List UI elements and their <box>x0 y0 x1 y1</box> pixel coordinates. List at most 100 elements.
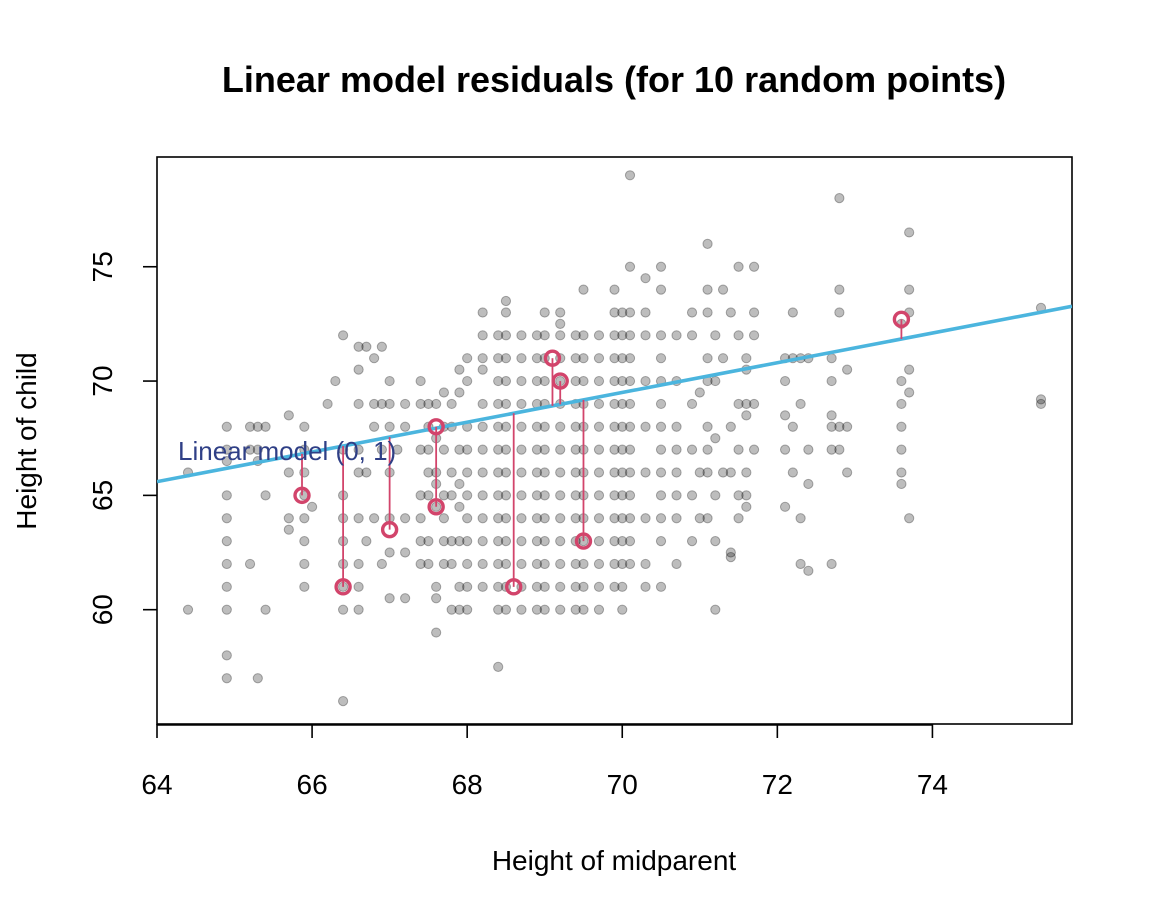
data-point <box>593 375 605 387</box>
data-point <box>570 581 581 592</box>
data-point <box>779 375 791 387</box>
data-point <box>369 353 380 364</box>
data-point <box>500 295 512 307</box>
data-point <box>702 307 713 318</box>
highlighted-point <box>543 349 562 367</box>
data-point <box>655 535 667 547</box>
data-point <box>694 467 705 478</box>
data-point <box>260 490 271 501</box>
data-point <box>306 501 318 512</box>
data-point <box>826 353 837 364</box>
data-point <box>710 433 721 444</box>
data-point <box>555 558 566 570</box>
y-tick-label: 75 <box>87 251 118 282</box>
data-point <box>353 467 364 478</box>
data-point <box>330 375 341 387</box>
data-point <box>400 513 411 524</box>
plot-frame <box>156 156 1073 725</box>
data-point <box>500 375 512 387</box>
data-point <box>493 444 504 455</box>
data-point <box>516 421 527 432</box>
data-point <box>555 535 566 547</box>
plot-area: 64 66 68 70 72 74 60 65 70 75 Linear model (0, 1) <box>87 156 1073 800</box>
data-point <box>353 604 364 615</box>
data-point <box>438 444 450 455</box>
data-point <box>826 375 837 387</box>
data-point <box>904 284 915 295</box>
residuals-group <box>293 310 911 596</box>
data-point <box>555 307 566 318</box>
data-point <box>686 535 698 547</box>
data-point <box>392 444 403 455</box>
data-point <box>624 467 636 478</box>
data-point <box>438 387 450 398</box>
y-tick-label: 60 <box>87 594 118 625</box>
data-point <box>671 330 682 341</box>
data-point <box>779 501 791 512</box>
data-point <box>384 375 395 387</box>
data-point <box>555 604 566 615</box>
data-point <box>624 513 636 524</box>
data-point <box>493 513 504 524</box>
data-point <box>462 558 473 570</box>
data-point <box>640 581 651 592</box>
data-point <box>462 490 473 501</box>
plot-clip-group <box>157 170 1072 707</box>
data-point <box>493 353 504 364</box>
data-point <box>748 444 760 455</box>
highlighted-point <box>427 418 445 436</box>
data-point <box>640 307 651 318</box>
data-point <box>741 353 752 364</box>
data-point <box>384 593 395 604</box>
data-point <box>454 387 465 398</box>
data-point <box>299 581 310 592</box>
data-point <box>609 398 620 410</box>
data-point <box>578 284 589 295</box>
data-point <box>609 558 620 570</box>
data-point <box>834 307 845 318</box>
data-point <box>640 467 651 478</box>
data-point <box>462 581 473 592</box>
data-point <box>477 398 488 410</box>
data-point <box>531 375 543 387</box>
data-point <box>353 581 364 592</box>
data-point <box>702 284 713 295</box>
data-point <box>539 375 550 387</box>
data-point <box>617 444 628 455</box>
data-point <box>617 375 628 387</box>
data-point <box>555 513 566 524</box>
data-point <box>539 581 550 592</box>
data-point <box>376 398 387 410</box>
data-point <box>531 467 543 478</box>
data-point <box>686 490 698 501</box>
data-point <box>299 513 310 524</box>
data-point <box>609 375 620 387</box>
data-point <box>477 490 488 501</box>
data-point <box>260 421 271 432</box>
data-point <box>733 330 744 341</box>
data-point <box>617 513 628 524</box>
data-point <box>609 421 620 432</box>
data-point <box>353 558 364 570</box>
data-point <box>384 547 395 558</box>
x-tick-label: 66 <box>297 769 328 800</box>
data-point <box>376 444 387 455</box>
data-point <box>702 444 713 455</box>
data-point <box>834 193 845 204</box>
data-point <box>353 364 364 375</box>
data-point <box>539 558 550 570</box>
data-point <box>221 421 232 432</box>
data-point <box>244 444 256 455</box>
data-point <box>640 273 651 284</box>
data-point <box>725 421 736 432</box>
data-point <box>454 478 465 490</box>
data-point <box>617 421 628 432</box>
data-point <box>694 387 705 398</box>
data-point <box>624 558 636 570</box>
data-point <box>252 673 263 684</box>
data-point <box>415 513 426 524</box>
data-point <box>221 490 232 501</box>
data-point <box>555 581 566 592</box>
data-point <box>353 341 364 352</box>
data-point <box>493 467 504 478</box>
